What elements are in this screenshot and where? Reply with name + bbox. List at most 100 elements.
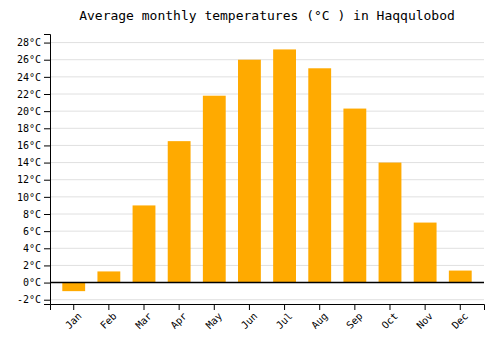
y-tick-label: 28°C (17, 37, 41, 48)
x-tick: Apr (168, 304, 189, 331)
y-tick: 18°C (17, 123, 50, 134)
y-tick-label: 8°C (23, 209, 41, 220)
grid-line (50, 299, 484, 300)
grid (50, 43, 484, 300)
bar (62, 283, 85, 292)
y-tick: 16°C (17, 140, 50, 151)
y-tick-mark (44, 111, 50, 112)
y-tick-mark (44, 77, 50, 78)
y-tick-mark (44, 283, 50, 284)
y-tick: 24°C (17, 72, 50, 83)
y-tick: 2°C (23, 260, 50, 271)
y-tick-mark (44, 128, 50, 129)
x-tick: Dec (450, 304, 471, 331)
grid-line (50, 214, 484, 215)
y-tick-label: 0°C (23, 277, 41, 288)
bar (203, 96, 226, 283)
x-axis-line (51, 305, 485, 311)
grid-line (50, 94, 484, 95)
y-tick-label: 26°C (17, 54, 41, 65)
bar (133, 205, 156, 282)
x-tick-label: Jul (274, 310, 295, 331)
x-tick: May (204, 304, 225, 331)
x-tick-mark (425, 304, 426, 310)
y-tick-mark (44, 94, 50, 95)
y-axis: -2°C 0°C 2°C 4°C 6°C 8°C 10°C 12°C 14°C 16°C 18°C 2… (17, 35, 51, 306)
y-tick-label: 22°C (17, 89, 41, 100)
y-tick-label: -2°C (17, 294, 41, 305)
x-tick-label: May (204, 310, 225, 331)
y-tick-label: 24°C (17, 72, 41, 83)
grid-line (50, 196, 484, 197)
y-tick-mark (44, 197, 50, 198)
y-tick-mark (44, 163, 50, 164)
y-tick: 22°C (17, 89, 50, 100)
title: Average monthly temperatures (°C ) in Ha… (79, 8, 455, 23)
x-tick-label: Oct (379, 310, 400, 331)
y-tick-label: 16°C (17, 140, 41, 151)
zero-line (50, 282, 484, 284)
x-tick-label: Apr (168, 310, 189, 331)
y-tick: 0°C (23, 277, 50, 288)
x-tick: Aug (309, 304, 330, 331)
x-tick-mark (389, 304, 390, 310)
plot: -2°C 0°C 2°C 4°C 6°C 8°C 10°C 12°C 14°C 16°C 18°C 2… (17, 35, 485, 331)
y-tick-mark (44, 60, 50, 61)
y-tick-label: 18°C (17, 123, 41, 134)
y-tick: 26°C (17, 54, 50, 65)
grid-line (50, 128, 484, 129)
grid-line (50, 282, 484, 283)
y-tick: -2°C (17, 294, 50, 305)
x-tick: Sep (344, 304, 365, 331)
x-tick-mark (144, 304, 145, 310)
x-tick-label: Sep (344, 310, 365, 331)
x-tick: Jun (239, 304, 260, 331)
y-tick-mark (44, 231, 50, 232)
y-axis-line (44, 35, 51, 305)
y-tick-label: 4°C (23, 243, 41, 254)
x-tick: Jan (63, 304, 84, 331)
y-tick-label: 20°C (17, 106, 41, 117)
x-tick-label: Jan (63, 310, 84, 331)
grid-line (50, 145, 484, 146)
bar (343, 109, 366, 283)
x-tick-mark (249, 304, 250, 310)
bar (97, 271, 120, 282)
x-tick: Mar (133, 304, 154, 331)
x-tick-mark (460, 304, 461, 310)
x-tick-label: Aug (309, 310, 330, 331)
y-tick-mark (44, 43, 50, 44)
bar (168, 141, 191, 282)
y-tick: 10°C (17, 192, 50, 203)
y-tick: 12°C (17, 174, 50, 185)
bar (449, 271, 472, 283)
x-tick: Jul (274, 304, 295, 331)
x-tick-mark (179, 304, 180, 310)
x-axis: Jan Feb Mar Apr May Jun Jul Aug Sep Oct Nov Dec (51, 304, 485, 331)
y-tick-label: 14°C (17, 157, 41, 168)
bar (273, 49, 296, 282)
x-tick-label: Dec (450, 310, 471, 331)
x-tick-label: Nov (414, 310, 435, 331)
y-tick-mark (44, 300, 50, 301)
y-tick-label: 12°C (17, 174, 41, 185)
y-tick: 6°C (23, 226, 50, 237)
x-tick-mark (354, 304, 355, 310)
chart: -2°C 0°C 2°C 4°C 6°C 8°C 10°C 12°C 14°C 16°C 18°C 2… (0, 0, 500, 350)
grid-line (50, 59, 484, 60)
y-tick-mark (44, 214, 50, 215)
grid-line (50, 42, 484, 43)
y-tick-mark (44, 248, 50, 249)
x-tick: Nov (414, 304, 435, 331)
y-tick: 8°C (23, 209, 50, 220)
grid-line (50, 179, 484, 180)
bars (62, 49, 471, 291)
x-tick: Feb (98, 304, 119, 331)
x-tick-mark (284, 304, 285, 310)
x-tick-label: Feb (98, 310, 119, 331)
grid-line (50, 76, 484, 77)
x-tick-mark (73, 304, 74, 310)
x-tick-mark (319, 304, 320, 310)
y-tick-mark (44, 145, 50, 146)
x-tick-label: Mar (133, 310, 154, 331)
